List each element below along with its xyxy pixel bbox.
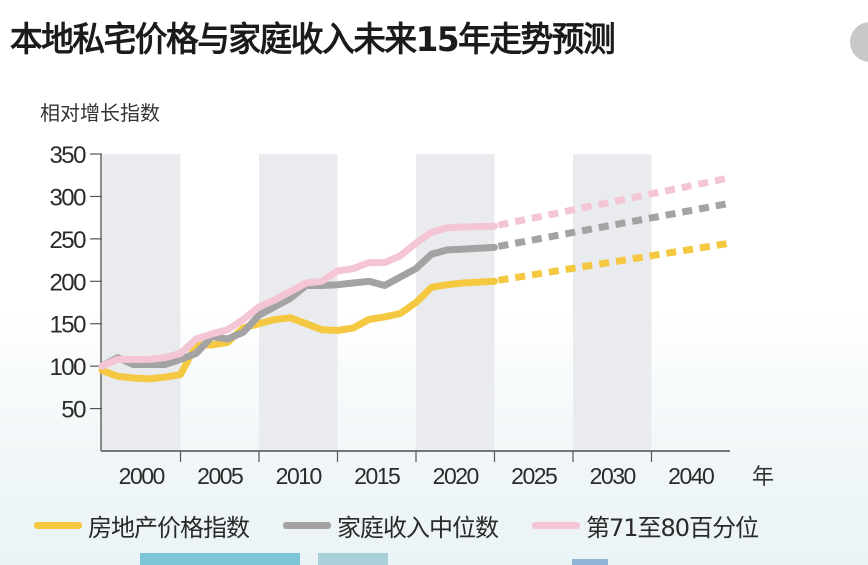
legend-label: 家庭收入中位数: [337, 514, 499, 542]
legend-label: 房地产价格指数: [88, 514, 250, 542]
legend-swatch-median-income: [283, 522, 331, 529]
series-projection-2: [497, 174, 731, 229]
series-projection-1: [497, 199, 731, 250]
y-tick-label: 50: [61, 397, 86, 424]
chart-title: 本地私宅价格与家庭收入未来15年走势预测: [10, 20, 616, 60]
x-tick-label: 2020: [433, 463, 479, 489]
corner-decoration: [850, 22, 868, 62]
y-tick-label: 100: [49, 354, 86, 381]
x-tick-label: 2025: [511, 463, 557, 489]
background-photo-strip: [318, 553, 388, 565]
y-tick-label: 150: [49, 312, 86, 339]
series-line-2: [98, 222, 498, 370]
x-axis-label: 年: [752, 465, 774, 490]
x-tick-label: 2000: [119, 463, 165, 489]
legend-item-71-80-percentile: 第71至80百分位: [532, 508, 759, 543]
legend-swatch-housing-price: [34, 522, 82, 529]
x-tick-label: 2005: [197, 463, 243, 489]
legend-item-median-income: 家庭收入中位数: [283, 508, 499, 543]
y-axis-label: 相对增长指数: [40, 101, 160, 125]
series-line-0: [98, 277, 498, 383]
series-line-1: [98, 243, 498, 370]
shaded-band: [573, 154, 652, 451]
legend-swatch-71-80-percentile: [532, 522, 580, 529]
y-tick-label: 350: [49, 142, 86, 169]
x-tick-label: 2030: [590, 463, 636, 489]
y-tick-label: 300: [49, 184, 86, 211]
y-tick-label: 200: [49, 269, 86, 296]
shaded-band: [102, 154, 181, 451]
series-projection-0: [497, 239, 731, 284]
y-tick-label: 250: [49, 227, 86, 254]
x-tick-label: 2010: [276, 463, 322, 489]
legend: 房地产价格指数 家庭收入中位数 第71至80百分位: [34, 508, 792, 543]
shaded-band: [416, 154, 495, 451]
background-photo-strip: [140, 553, 300, 565]
x-tick-label: 2015: [354, 463, 400, 489]
legend-item-housing-price: 房地产价格指数: [34, 508, 250, 543]
x-tick-label: 2040: [668, 463, 714, 489]
background-photo-strip: [572, 559, 608, 565]
legend-label: 第71至80百分位: [586, 514, 759, 542]
